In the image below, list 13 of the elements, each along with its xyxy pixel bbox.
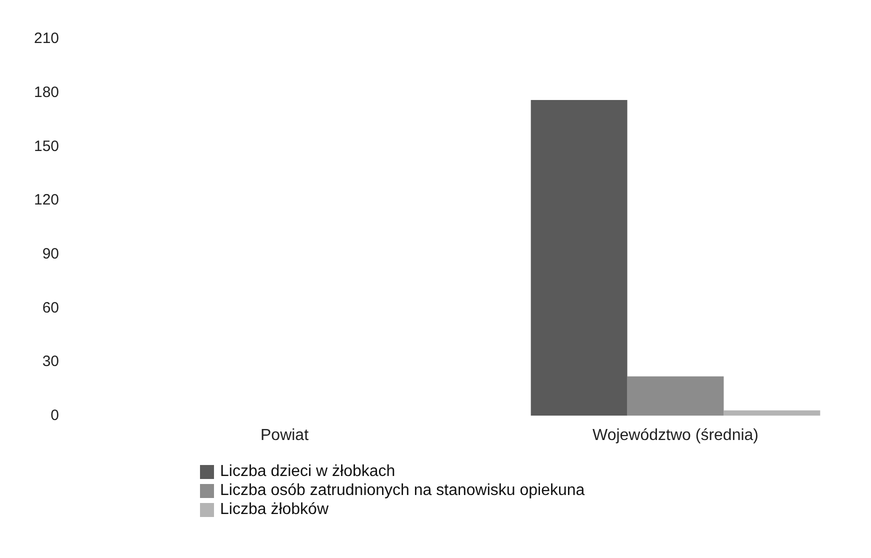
y-tick-label: 150 [34, 138, 60, 155]
y-tick-label: 30 [42, 353, 60, 370]
y-tick-label: 90 [42, 245, 60, 262]
x-tick-label: Powiat [260, 426, 310, 444]
x-tick-label: Województwo (średnia) [592, 426, 759, 444]
legend-label: Liczba dzieci w żłobkach [220, 462, 396, 481]
y-tick-label: 210 [34, 30, 60, 48]
legend-label: Liczba osób zatrudnionych na stanowisku opiekuna [220, 481, 585, 500]
y-tick-label: 60 [42, 299, 60, 316]
legend-label: Liczba żłobków [220, 500, 328, 519]
y-tick-label: 0 [50, 406, 60, 424]
y-tick-label: 120 [34, 192, 60, 209]
y-tick-label: 180 [34, 84, 60, 101]
